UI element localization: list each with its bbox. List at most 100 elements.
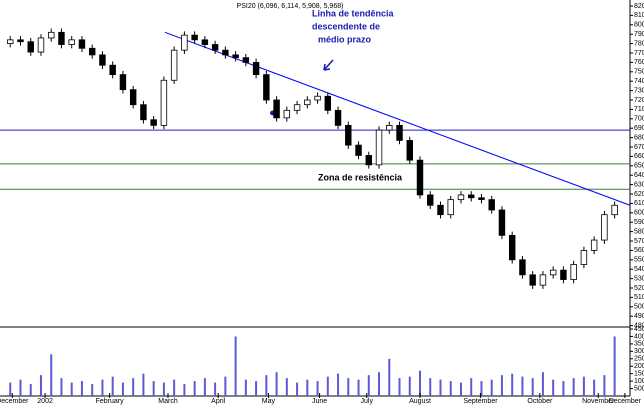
volume-bar [244, 379, 247, 396]
candle-body [427, 194, 434, 206]
y-tick-label: 15000 [634, 371, 644, 378]
volume-bar [193, 381, 196, 396]
volume-bar [613, 336, 616, 396]
y-tick-label: 4800 [634, 322, 644, 329]
volume-bar [511, 373, 514, 396]
volume-bar [203, 378, 206, 396]
volume-bar [459, 382, 462, 396]
candle-body [88, 47, 96, 56]
y-tick-label: 7300 [634, 87, 644, 94]
volume-bar [101, 379, 104, 396]
volume-bar [9, 382, 12, 396]
candle-body [416, 159, 424, 196]
candle-body [58, 31, 65, 45]
volume-bar [582, 376, 585, 396]
volume-bar [562, 381, 565, 396]
volume-bar [326, 376, 329, 396]
candle-body [68, 39, 75, 45]
y-tick-label: 8100 [634, 12, 644, 19]
candle-body [27, 41, 34, 53]
candle-body [211, 44, 219, 51]
trend-line [164, 31, 631, 206]
y-tick-label: 5600 [634, 247, 644, 254]
y-tick-label: 7900 [634, 31, 644, 38]
candle-body [304, 99, 311, 106]
y-tick-label: 4900 [634, 313, 644, 320]
volume-bar [275, 372, 278, 396]
volume-bar [152, 381, 155, 396]
volume-bar [19, 379, 22, 396]
y-tick-label: 5800 [634, 228, 644, 235]
candle-body [396, 124, 403, 141]
candle-body [519, 259, 526, 276]
x-tick-label: September [463, 398, 498, 405]
y-tick-label: 6100 [634, 200, 644, 207]
x-tick-label: November [582, 398, 615, 405]
volume-bar [234, 336, 237, 396]
y-tick-label: 7400 [634, 78, 644, 85]
candle-body [109, 64, 116, 76]
volume-bar [183, 384, 186, 396]
candle-body [334, 109, 342, 126]
candle-body [170, 49, 178, 81]
volume-bar [255, 381, 258, 396]
candle-body [457, 194, 465, 201]
candle-body [273, 99, 280, 119]
annotation: descendente de [312, 21, 380, 31]
volume-bar [60, 378, 63, 396]
candle-body [191, 34, 198, 41]
volume-bar [39, 375, 42, 396]
candle-body [549, 269, 557, 276]
volume-bar [29, 384, 32, 396]
y-tick-label: 6300 [634, 181, 644, 188]
candle-body [78, 39, 86, 49]
volume-bar [439, 379, 442, 396]
candle-body [406, 140, 413, 161]
x-tick-label: December [609, 398, 642, 405]
candle-body [150, 119, 157, 126]
candle-body [590, 239, 598, 251]
y-tick-label: 45000 [634, 326, 644, 333]
volume-bar [296, 382, 299, 396]
candle-body [580, 249, 588, 265]
y-tick-label: 7500 [634, 69, 644, 76]
y-tick-label: 6500 [634, 163, 644, 170]
candle-body [375, 129, 383, 166]
x-tick-label: March [158, 398, 178, 405]
candle-body [601, 214, 608, 241]
volume-bar [541, 372, 544, 396]
volume-bar [70, 382, 73, 396]
volume-bar [285, 378, 288, 396]
candle-body [355, 144, 362, 156]
volume-bar [367, 375, 370, 396]
y-tick-label: 6800 [634, 134, 644, 141]
volume-bar [80, 381, 83, 396]
x-tick-label: December [0, 398, 29, 405]
x-tick-label: August [409, 398, 431, 405]
y-tick-label: 7000 [634, 116, 644, 123]
y-tick-label: 8000 [634, 22, 644, 29]
y-tick-label: 35000 [634, 341, 644, 348]
candle-body [437, 204, 444, 216]
volume-bar [173, 379, 176, 396]
x-tick-label: April [211, 398, 225, 405]
candle-body [478, 197, 485, 201]
volume-bar [490, 379, 493, 396]
volume-bar [357, 379, 360, 396]
volume-bar [500, 375, 503, 396]
y-tick-label: 5900 [634, 219, 644, 226]
candle-body [529, 274, 536, 286]
volume-bar [429, 378, 432, 396]
volume-bar [162, 382, 165, 396]
x-tick-label: May [262, 398, 276, 405]
annotation: Zona de resistência [318, 172, 403, 182]
x-tick-label: October [527, 398, 553, 405]
volume-bar [521, 376, 524, 396]
volume-bar [398, 378, 401, 396]
y-tick-label: 25000 [634, 356, 644, 363]
candle-body [119, 74, 127, 91]
y-tick-label: 20000 [634, 363, 644, 370]
candle-body [17, 39, 24, 43]
candle-body [324, 95, 332, 111]
